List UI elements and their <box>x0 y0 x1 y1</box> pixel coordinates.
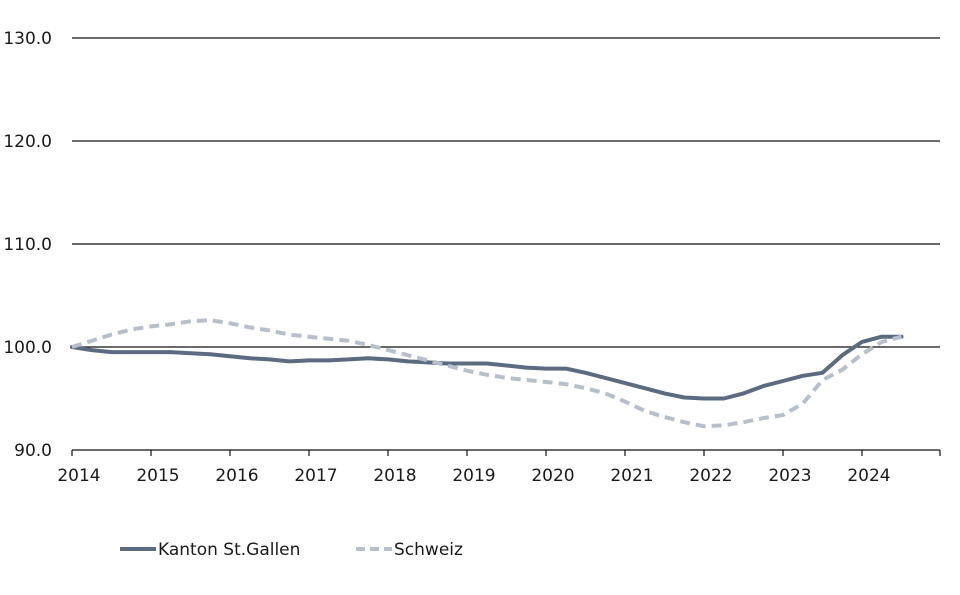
x-tick-label: 2014 <box>57 466 100 486</box>
x-tick-label: 2015 <box>136 466 179 486</box>
x-axis <box>71 449 941 456</box>
legend: Kanton St.Gallen Schweiz <box>120 540 463 560</box>
legend-label-kanton-st-gallen: Kanton St.Gallen <box>158 540 300 560</box>
x-tick-label: 2020 <box>531 466 574 486</box>
series-line-kanton-st-gallen <box>70 334 904 401</box>
y-tick-label: 100.0 <box>3 338 52 358</box>
series-line-schweiz <box>71 318 903 429</box>
x-tick-label: 2019 <box>452 466 495 486</box>
x-tick-label: 2024 <box>847 466 890 486</box>
y-axis-tick-labels: 90.0 100.0 110.0 120.0 130.0 <box>3 29 52 461</box>
x-axis-tick-labels: 2014 2015 2016 2017 2018 2019 2020 2021 2022 2023… <box>57 466 890 486</box>
gridlines <box>72 37 940 348</box>
x-tick-label: 2016 <box>215 466 258 486</box>
x-tick-label: 2021 <box>610 466 653 486</box>
x-tick-label: 2023 <box>768 466 811 486</box>
y-tick-label: 120.0 <box>3 132 52 152</box>
y-tick-label: 90.0 <box>14 441 52 461</box>
x-tick-label: 2022 <box>689 466 732 486</box>
y-tick-label: 130.0 <box>3 29 52 49</box>
x-tick-label: 2017 <box>294 466 337 486</box>
y-tick-label: 110.0 <box>3 235 52 255</box>
series-lines <box>70 318 904 429</box>
x-tick-label: 2018 <box>373 466 416 486</box>
legend-label-schweiz: Schweiz <box>394 540 463 560</box>
